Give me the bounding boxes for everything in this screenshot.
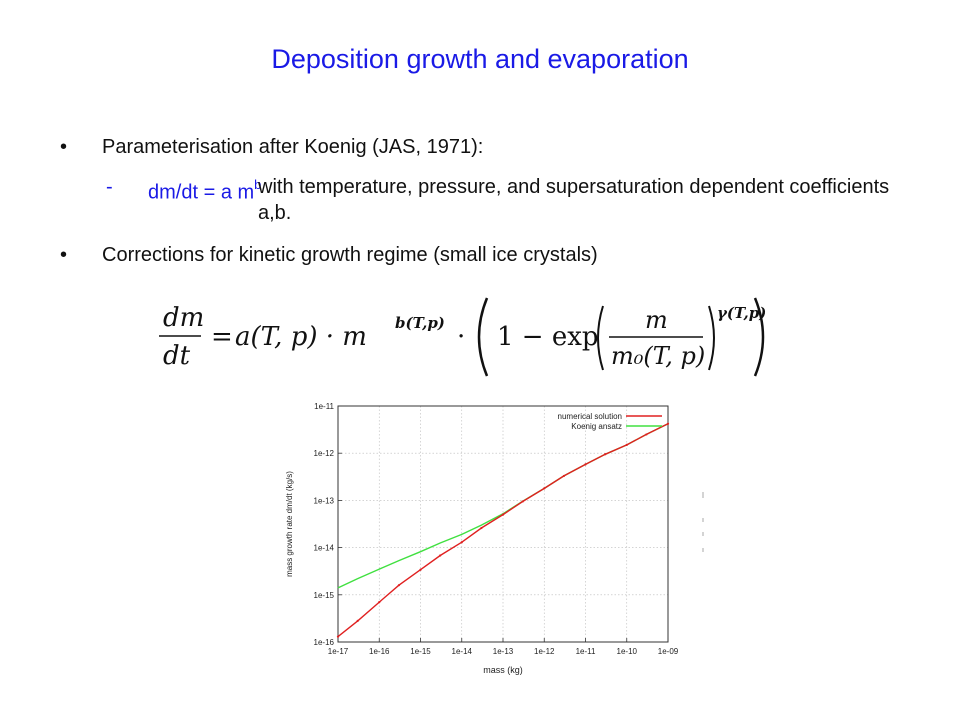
chart-ticks: 1e-17 1e-16 1e-15 1e-14 1e-13 1e-12 1e-11 1e-10…: [314, 402, 679, 656]
chart-point: [397, 584, 401, 587]
bullet-marker: •: [60, 136, 68, 158]
chart-point: [439, 554, 442, 557]
formula-exponent-b: b(T,p): [395, 314, 445, 332]
chart-y-axis-label: mass growth rate dm/dt (kg/s): [285, 471, 294, 577]
chart-y-tick-label: 1e-11: [314, 402, 334, 411]
formula-left-paren: [477, 297, 489, 377]
sub-item-equation: dm/dt = a mb: [148, 174, 261, 206]
chart-y-tick-label: 1e-14: [314, 544, 335, 553]
chart-point: [625, 443, 628, 446]
formula-inner-left-paren: [597, 305, 604, 371]
sub-item-marker: -: [106, 176, 113, 198]
chart-point: [521, 500, 524, 503]
chart-x-tick-label: 1e-17: [328, 647, 349, 656]
formula-fraction-numerator: m: [645, 306, 668, 334]
chart-x-tick-label: 1e-16: [369, 647, 390, 656]
chart-x-axis-label: mass (kg): [483, 665, 523, 675]
chart-point: [480, 526, 483, 530]
chart-x-tick-label: 1e-09: [658, 647, 679, 656]
formula-right-paren: [753, 297, 765, 377]
bullet-marker: •: [60, 244, 68, 266]
chart-legend-label: numerical solution: [558, 412, 622, 421]
chart-x-tick-label: 1e-14: [452, 647, 473, 656]
chart-series: [336, 422, 670, 638]
chart-x-tick-label: 1e-11: [576, 647, 596, 656]
chart-point: [501, 513, 505, 516]
bullet-text: Parameterisation after Koenig (JAS, 1971…: [102, 136, 484, 158]
chart-x-tick-label: 1e-12: [534, 647, 555, 656]
slide-title: Deposition growth and evaporation: [271, 44, 689, 74]
chart-x-tick-label: 1e-13: [493, 647, 514, 656]
chart-point: [460, 541, 463, 544]
formula-equals: =: [211, 322, 233, 352]
chart-point: [378, 601, 381, 604]
sub-item-exponent: b: [254, 177, 262, 192]
chart-point: [604, 453, 607, 456]
formula-dot: ·: [457, 322, 465, 352]
formula-lhs-denominator: dt: [163, 341, 191, 371]
chart-y-tick-label: 1e-15: [314, 591, 335, 600]
formula-one-minus-exp: 1 − exp: [497, 322, 599, 352]
formula-fraction-denominator: m₀(T, p): [611, 342, 705, 370]
formula-inner-right-paren: [708, 305, 715, 371]
chart-grid: [337, 405, 669, 643]
chart-y-tick-label: 1e-16: [314, 638, 335, 647]
chart-point: [562, 474, 566, 478]
formula-term-a: a(T, p) · m: [235, 322, 367, 352]
bullet-text: Corrections for kinetic growth regime (s…: [102, 244, 598, 266]
chart-point: [645, 433, 648, 436]
chart-point: [419, 568, 422, 571]
formula-exponent-gamma: γ(T,p): [717, 304, 766, 322]
growth-rate-formula: dm dt = a(T, p) · m b(T,p) · 1 − exp m m…: [159, 297, 766, 377]
chart-x-tick-label: 1e-15: [410, 647, 431, 656]
chart-legend-label: Koenig ansatz: [571, 422, 622, 431]
chart-y-tick-label: 1e-12: [314, 449, 335, 458]
sub-item-equation-base: dm/dt = a m: [148, 181, 255, 204]
chart-point: [336, 635, 340, 638]
chart-point: [356, 619, 359, 622]
chart-point: [543, 487, 546, 490]
chart-x-tick-label: 1e-10: [617, 647, 638, 656]
formula-lhs-numerator: dm: [163, 303, 204, 333]
sub-item-description: with temperature, pressure, and supersat…: [258, 176, 890, 224]
chart-point: [584, 463, 587, 466]
side-artifact-marks: [702, 492, 704, 552]
chart-y-tick-label: 1e-13: [314, 496, 335, 505]
growth-rate-chart: 1e-17 1e-16 1e-15 1e-14 1e-13 1e-12 1e-11 1e-10…: [285, 402, 679, 675]
chart-point: [666, 422, 670, 425]
